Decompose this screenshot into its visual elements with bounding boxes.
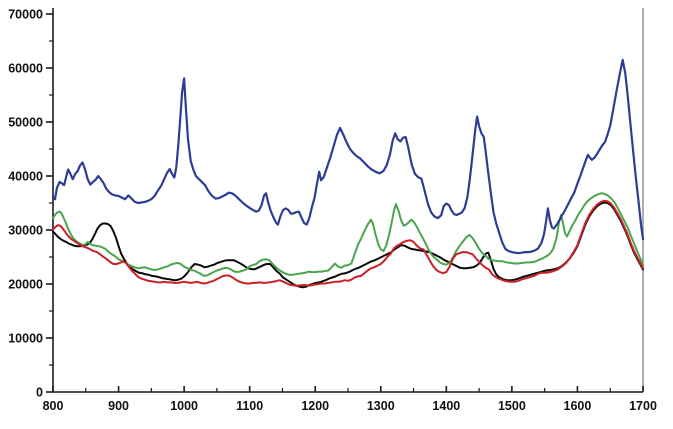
y-axis: 0 10000 20000 30000 40000 50000 60000 70000 <box>8 8 53 400</box>
x-tick-label: 1400 <box>432 399 460 413</box>
x-tick-label: 1700 <box>629 399 657 413</box>
x-tick-label: 800 <box>43 399 64 413</box>
plot-frame <box>52 8 644 393</box>
series-green <box>52 192 644 277</box>
x-tick-label: 1000 <box>170 399 198 413</box>
x-tick-label: 1500 <box>498 399 526 413</box>
x-tick-label: 900 <box>108 399 129 413</box>
x-tick-label: 1300 <box>367 399 395 413</box>
y-tick-label: 10000 <box>8 332 43 346</box>
y-tick-label: 30000 <box>8 224 43 238</box>
y-tick-label: 0 <box>36 386 43 400</box>
series-black <box>52 201 644 289</box>
x-axis: 800 900 1000 1100 1200 1300 1400 1500 1600 1700 <box>43 386 657 413</box>
y-tick-label: 40000 <box>8 170 43 184</box>
x-tick-label: 1200 <box>301 399 329 413</box>
y-tick-label: 50000 <box>8 116 43 130</box>
series-red <box>52 199 644 287</box>
series-blue <box>51 58 645 255</box>
y-tick-label: 70000 <box>8 8 43 22</box>
y-tick-label: 60000 <box>8 62 43 76</box>
y-tick-label: 20000 <box>8 278 43 292</box>
x-tick-label: 1100 <box>236 399 263 413</box>
x-tick-label: 1600 <box>564 399 592 413</box>
